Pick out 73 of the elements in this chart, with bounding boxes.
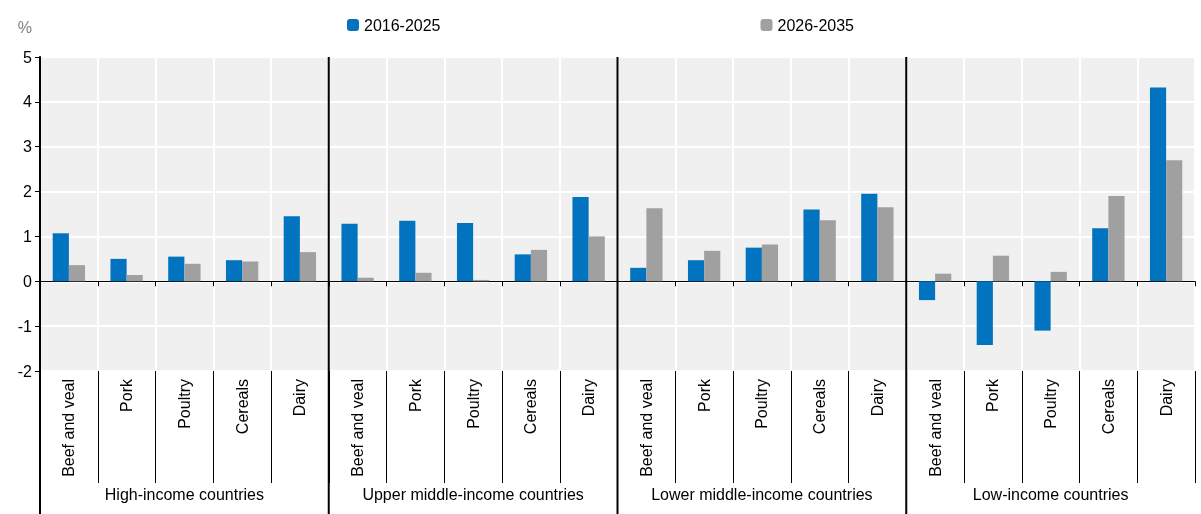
- x-tick-label: Dairy: [868, 379, 886, 417]
- bar: [1149, 87, 1167, 282]
- bar: [1166, 160, 1183, 282]
- bar: [456, 222, 474, 282]
- bar: [126, 275, 143, 282]
- y-tick-label: 1: [23, 227, 33, 245]
- bar: [184, 263, 201, 282]
- x-tick-label: Poultry: [464, 379, 482, 429]
- bar: [572, 196, 589, 282]
- text: Low-income countries: [972, 485, 1129, 503]
- x-tick-label: Pork: [406, 378, 424, 412]
- text: Lower middle-income countries: [651, 485, 873, 503]
- x-tick-label: Poultry: [1042, 379, 1060, 429]
- bar: [646, 208, 663, 282]
- bar: [1092, 228, 1109, 282]
- x-tick-label: Cereals: [1099, 379, 1117, 435]
- bar: [283, 216, 300, 282]
- bar: [877, 207, 894, 282]
- y-tick-label: -1: [17, 317, 33, 335]
- x-tick-label: Dairy: [580, 379, 598, 417]
- bar: [588, 236, 605, 282]
- x-tick-label: Cereals: [522, 379, 540, 435]
- bar: [1108, 196, 1125, 282]
- bar: [704, 250, 721, 282]
- y-tick-label: 4: [23, 93, 33, 111]
- bar: [630, 267, 647, 282]
- x-tick-label: Poultry: [753, 379, 771, 429]
- bar: [399, 220, 416, 282]
- bar: [745, 247, 762, 282]
- y-axis-title: %: [17, 18, 32, 36]
- bar: [110, 258, 127, 282]
- legend-label: 2016-2025: [363, 16, 441, 34]
- bar: [819, 220, 836, 282]
- bar: [299, 252, 317, 282]
- bar: [687, 260, 705, 282]
- text: Upper middle-income countries: [362, 485, 584, 503]
- bar: [803, 209, 820, 282]
- y-tick-label: 5: [23, 48, 33, 66]
- bar: [1034, 281, 1051, 331]
- bar: [530, 249, 548, 282]
- y-tick-label: 2: [23, 183, 33, 201]
- bar: [415, 272, 432, 282]
- bar: [861, 193, 878, 282]
- bar: [168, 256, 185, 282]
- y-tick-label: 3: [23, 138, 33, 156]
- x-tick-label: Cereals: [233, 379, 251, 435]
- x-tick-label: Pork: [695, 378, 713, 412]
- x-tick-label: Dairy: [291, 379, 309, 417]
- x-tick-label: Pork: [984, 378, 1002, 412]
- y-tick-label: -2: [17, 362, 33, 380]
- bar: [68, 265, 86, 282]
- bar: [976, 281, 993, 345]
- x-tick-label: Beef and veal: [637, 379, 655, 477]
- x-tick-label: Dairy: [1157, 379, 1175, 417]
- text: High-income countries: [104, 485, 264, 503]
- x-tick-label: Poultry: [175, 379, 193, 429]
- bar: [341, 223, 358, 282]
- x-tick-label: Cereals: [811, 379, 829, 435]
- bar: [761, 244, 779, 282]
- bar: [242, 261, 259, 282]
- bar: [514, 254, 531, 282]
- bar: [225, 260, 243, 282]
- bar: [918, 281, 936, 301]
- bar: [1050, 271, 1067, 282]
- x-tick-label: Beef and veal: [926, 379, 944, 477]
- y-tick-label: 0: [23, 272, 33, 290]
- x-tick-label: Pork: [118, 378, 136, 412]
- legend-label: 2026-2035: [777, 16, 855, 34]
- x-tick-label: Beef and veal: [349, 379, 367, 477]
- x-tick-label: Beef and veal: [60, 379, 78, 477]
- bar: [992, 255, 1010, 282]
- bar: [52, 233, 69, 282]
- bar: [935, 273, 952, 282]
